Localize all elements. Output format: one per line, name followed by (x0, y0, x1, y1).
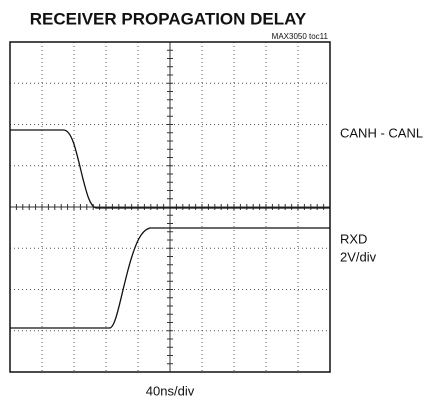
title: RECEIVER PROPAGATION DELAY (30, 9, 307, 28)
rxd-trace (10, 227, 330, 329)
plot-frame (9, 41, 331, 373)
vertical-scale: 2V/div (340, 249, 377, 264)
trace-label: RXD (340, 231, 367, 246)
grid (9, 41, 331, 373)
canh-canl-trace (10, 129, 330, 209)
trace-label: CANH - CANL (340, 125, 423, 140)
time-scale: 40ns/div (146, 383, 195, 398)
figure-id: MAX3050 toc11 (272, 32, 329, 41)
